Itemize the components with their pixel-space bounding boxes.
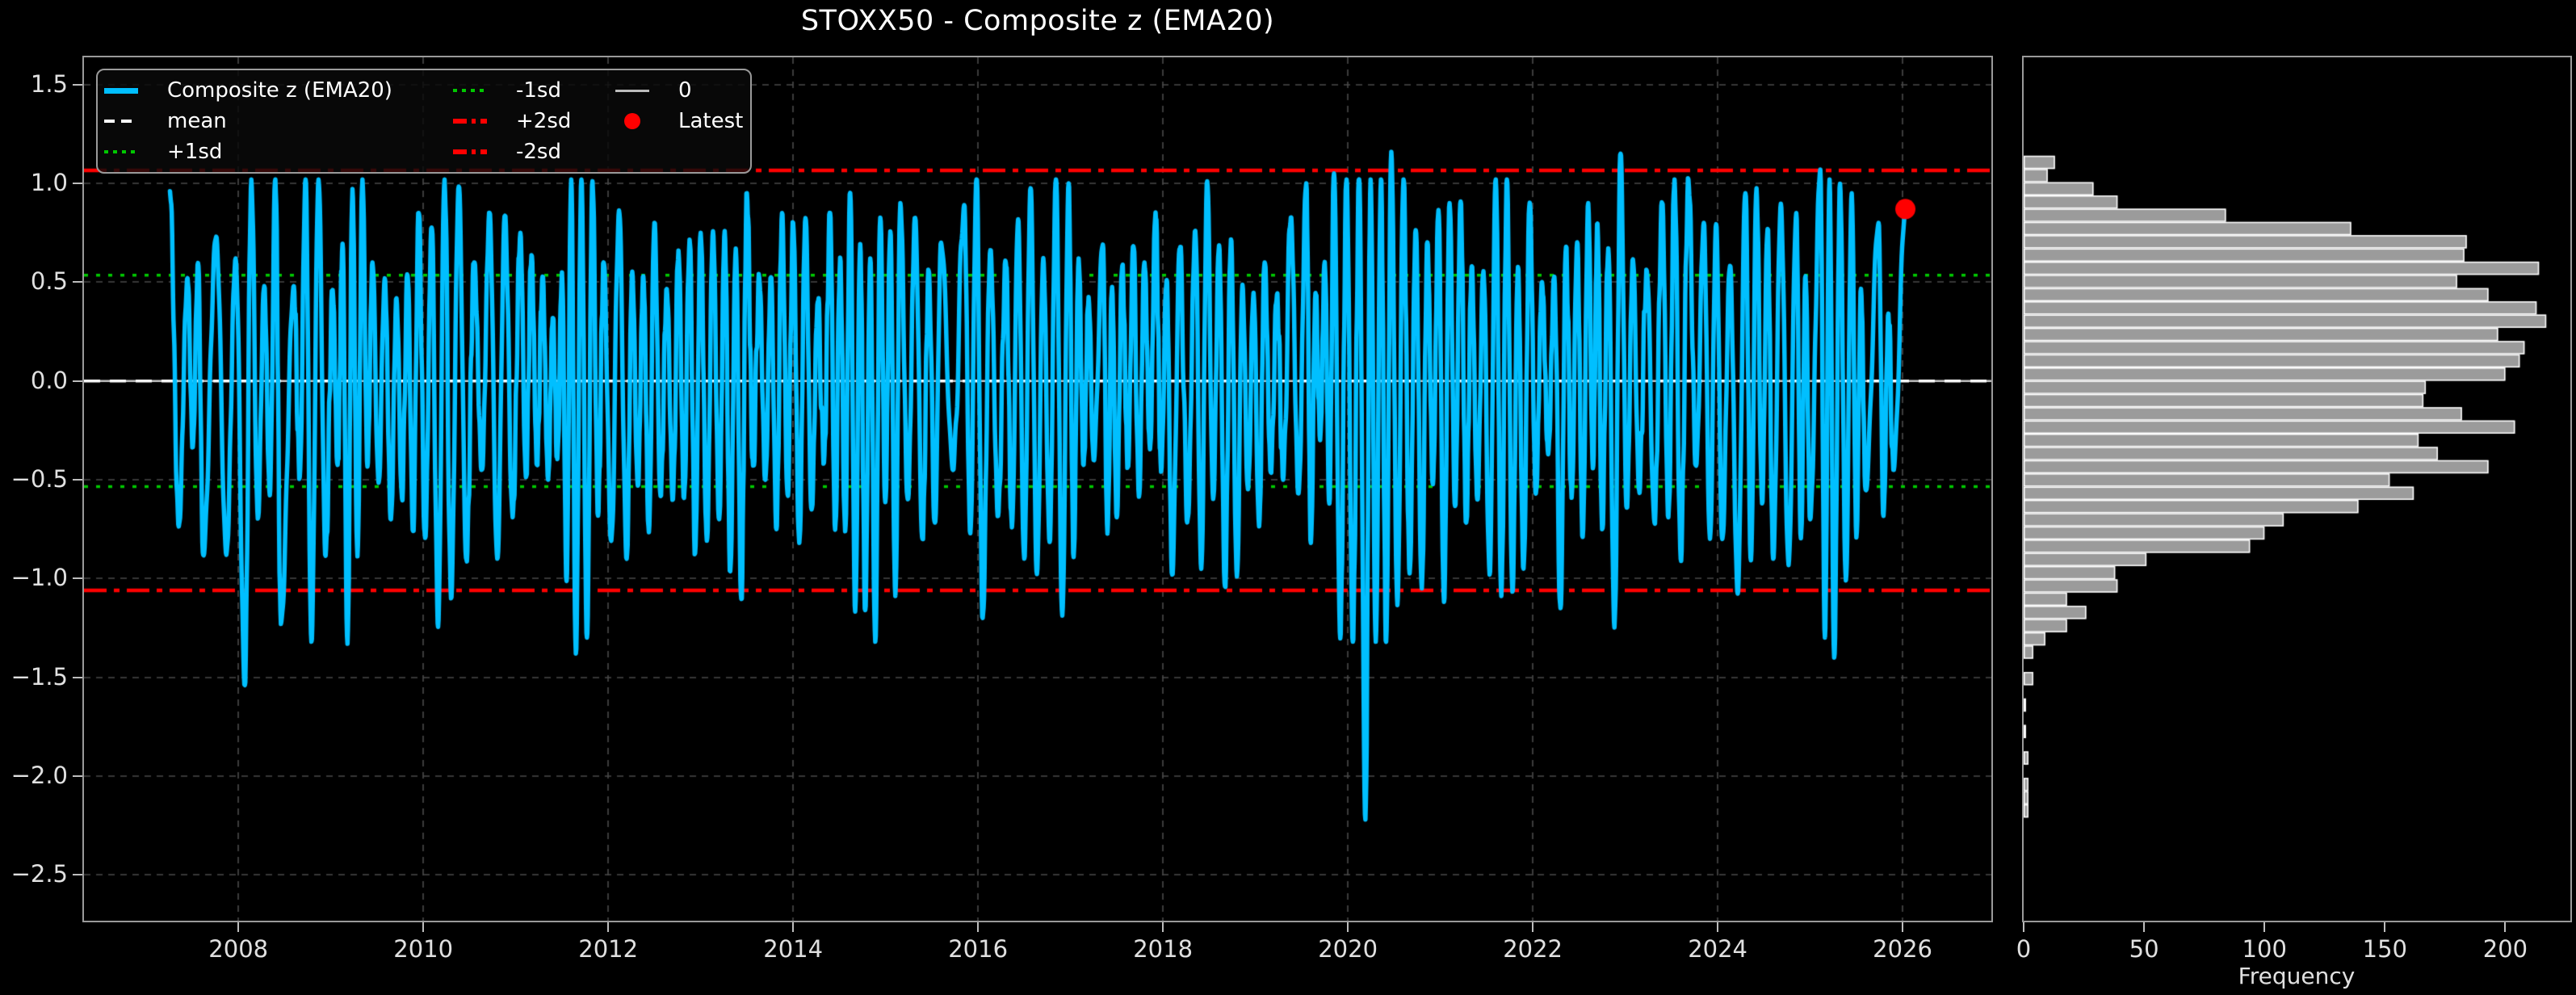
- legend-item--2sd: -2sd: [453, 136, 615, 167]
- y-tick-label: 1.5: [30, 69, 68, 98]
- line-solid-swatch-icon: [615, 89, 649, 92]
- hist-x-tick-mark: [2023, 922, 2024, 932]
- y-tick-label: 1.0: [30, 169, 68, 197]
- frequency-histogram: [2024, 57, 2570, 921]
- x-tick-label: 2008: [208, 935, 269, 963]
- x-tick-label: 2020: [1318, 935, 1378, 963]
- hist-x-tick-mark: [2263, 922, 2266, 932]
- x-tick-mark: [237, 922, 240, 932]
- hist-x-tick-label: 150: [2362, 935, 2408, 963]
- legend-item--1sd: -1sd: [453, 75, 615, 106]
- x-tick-mark: [977, 922, 980, 932]
- line-dashdot-swatch-icon: [453, 119, 487, 124]
- legend-item-+1sd: +1sd: [104, 136, 453, 167]
- y-tick-label: −1.5: [10, 662, 68, 691]
- legend-label: -1sd: [516, 78, 561, 103]
- y-tick-mark: [73, 183, 82, 185]
- y-tick-mark: [73, 577, 82, 580]
- line-thick-swatch-icon: [104, 87, 138, 94]
- x-tick-label: 2010: [393, 935, 454, 963]
- y-tick-label: −1.0: [10, 564, 68, 592]
- line-dotted-swatch-icon: [104, 150, 138, 153]
- legend-item-+2sd: +2sd: [453, 106, 615, 136]
- hist-x-tick-mark: [2143, 922, 2146, 932]
- line-dashed-swatch-icon: [104, 120, 138, 123]
- y-tick-mark: [73, 281, 82, 283]
- hist-x-tick-label: 0: [2016, 935, 2032, 963]
- y-tick-mark: [73, 479, 82, 481]
- x-tick-label: 2014: [763, 935, 824, 963]
- legend-label: mean: [167, 109, 227, 133]
- x-tick-label: 2026: [1873, 935, 1932, 963]
- x-tick-mark: [422, 922, 425, 932]
- y-tick-mark: [73, 874, 82, 876]
- legend-label: Composite z (EMA20): [167, 78, 392, 103]
- y-tick-mark: [73, 83, 82, 86]
- x-tick-label: 2012: [578, 935, 639, 963]
- hist-x-tick-mark: [2504, 922, 2507, 932]
- y-tick-label: −0.5: [10, 465, 68, 493]
- hist-x-tick-label: 200: [2482, 935, 2528, 963]
- legend-label: 0: [678, 78, 692, 103]
- y-tick-mark: [73, 775, 82, 777]
- line-dashdot-swatch-icon: [453, 149, 487, 154]
- composite-z-chart: [84, 57, 1991, 921]
- y-tick-mark: [73, 676, 82, 678]
- legend-label: -2sd: [516, 140, 561, 164]
- x-tick-mark: [1347, 922, 1349, 932]
- x-tick-mark: [792, 922, 795, 932]
- legend-item-compositezema20: Composite z (EMA20): [104, 75, 453, 106]
- x-tick-label: 2022: [1503, 935, 1563, 963]
- page-title: STOXX50 - Composite z (EMA20): [800, 5, 1275, 37]
- hist-x-tick-mark: [2384, 922, 2386, 932]
- x-tick-mark: [1162, 922, 1164, 932]
- legend-label: Latest: [678, 109, 744, 133]
- legend-item-0: 0: [615, 75, 745, 106]
- x-tick-mark: [1902, 922, 1904, 932]
- chart-legend: Composite z (EMA20) mean +1sd -1sd +2sd -2sd 0…: [96, 69, 752, 174]
- x-tick-mark: [1717, 922, 1719, 932]
- x-tick-label: 2024: [1688, 935, 1747, 963]
- y-tick-label: 0.5: [30, 267, 68, 296]
- y-tick-mark: [73, 380, 82, 382]
- y-tick-label: −2.5: [10, 860, 68, 888]
- hist-xaxis-label: Frequency: [2238, 963, 2356, 989]
- legend-label: +2sd: [516, 109, 572, 133]
- x-tick-label: 2018: [1133, 935, 1194, 963]
- hist-x-tick-label: 50: [2129, 935, 2159, 963]
- y-tick-label: 0.0: [30, 366, 68, 394]
- hist-x-tick-label: 100: [2242, 935, 2287, 963]
- x-tick-mark: [607, 922, 610, 932]
- latest-dot-icon: [624, 113, 640, 129]
- x-tick-label: 2016: [948, 935, 1009, 963]
- legend-item-latest: Latest: [615, 106, 745, 136]
- legend-item-mean: mean: [104, 106, 453, 136]
- x-tick-mark: [1532, 922, 1534, 932]
- legend-label: +1sd: [167, 140, 223, 164]
- line-dotted-swatch-icon: [453, 89, 487, 92]
- y-tick-label: −2.0: [10, 761, 68, 789]
